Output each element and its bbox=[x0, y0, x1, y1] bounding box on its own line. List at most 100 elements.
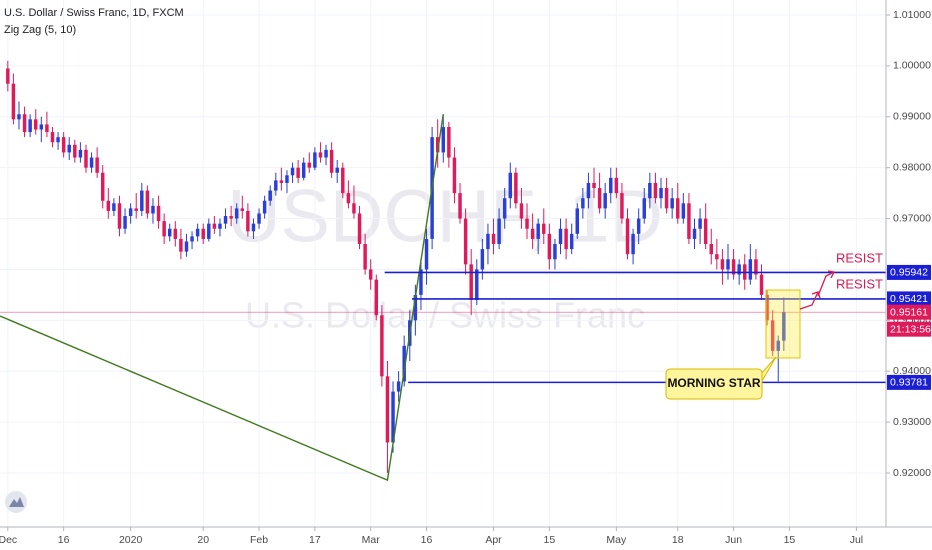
logo bbox=[5, 491, 27, 513]
candle-body bbox=[251, 223, 256, 232]
x-tick-label: Feb bbox=[250, 534, 268, 546]
arrow-resist2 bbox=[817, 270, 835, 297]
candle-body bbox=[357, 213, 362, 245]
candle-body bbox=[363, 244, 367, 270]
candle-body bbox=[642, 198, 646, 219]
candle-body bbox=[324, 149, 328, 158]
candle-body bbox=[558, 228, 563, 245]
y-tick-label: 0.92000 bbox=[893, 467, 931, 479]
arrow-resist1 bbox=[799, 291, 821, 310]
candle-body bbox=[218, 223, 222, 229]
level-label-box bbox=[887, 264, 931, 280]
candle-body bbox=[469, 264, 473, 300]
candle-body bbox=[452, 157, 457, 194]
x-tick-label: 15 bbox=[784, 534, 796, 546]
candle-body bbox=[475, 269, 479, 300]
candle-body bbox=[313, 152, 317, 168]
candle-body bbox=[17, 114, 21, 120]
candle-body bbox=[201, 228, 205, 239]
callout-box bbox=[665, 368, 763, 400]
candle-body bbox=[486, 233, 490, 250]
candle-body bbox=[50, 132, 55, 143]
x-tick-label: 17 bbox=[309, 534, 321, 546]
candle-body bbox=[28, 119, 32, 133]
candle-body bbox=[748, 259, 753, 280]
candle-body bbox=[592, 182, 596, 189]
candle-body bbox=[670, 198, 674, 209]
candle-body bbox=[335, 167, 339, 173]
level-label: 0.93781 bbox=[890, 377, 928, 389]
candle-body bbox=[274, 180, 278, 191]
candle-body bbox=[374, 279, 379, 316]
candle-body bbox=[156, 205, 161, 222]
candle-body bbox=[301, 162, 306, 178]
level-label-box bbox=[887, 374, 931, 390]
candle-body bbox=[117, 203, 122, 229]
candle-body bbox=[659, 188, 663, 199]
y-tick-label: 0.99000 bbox=[893, 111, 931, 123]
candle-body bbox=[341, 167, 345, 194]
y-tick-label: 1.00000 bbox=[893, 60, 931, 72]
candle-body bbox=[631, 233, 635, 255]
candle-body bbox=[346, 193, 351, 204]
level-label-box bbox=[887, 291, 931, 307]
annotations: MORNING STAR RESIST 2 RESIST 1 bbox=[665, 250, 894, 400]
candle-body bbox=[268, 190, 272, 201]
zigzag-line bbox=[7, 114, 444, 482]
candle-body bbox=[581, 198, 585, 209]
candle-body bbox=[770, 320, 775, 351]
candle-body bbox=[279, 180, 284, 183]
candle-body bbox=[525, 218, 529, 229]
candle-body bbox=[569, 233, 574, 250]
last-price-label: 0.95161 bbox=[890, 306, 928, 318]
candle-body bbox=[776, 340, 780, 351]
candle-body bbox=[564, 228, 568, 250]
candle-body bbox=[380, 315, 384, 377]
candle-body bbox=[676, 198, 680, 219]
countdown-label-box bbox=[887, 321, 931, 337]
candle-body bbox=[39, 124, 44, 130]
candle-body bbox=[653, 182, 658, 199]
candle-body bbox=[553, 244, 557, 260]
x-tick-label: Apr bbox=[485, 534, 502, 546]
candle-body bbox=[435, 137, 440, 153]
candle-body bbox=[140, 190, 144, 211]
candle-body bbox=[61, 137, 66, 153]
watermark-group: USDCHF, 1D U.S. Dollar / Swiss Franc bbox=[227, 175, 663, 336]
candle-body bbox=[759, 274, 764, 295]
watermark-subtitle: U.S. Dollar / Swiss Franc bbox=[245, 295, 645, 336]
candle-body bbox=[698, 218, 702, 229]
candle-body bbox=[575, 208, 579, 234]
candle-body bbox=[636, 218, 641, 234]
candle-body bbox=[128, 208, 133, 217]
x-tick-label: 15 bbox=[544, 534, 556, 546]
candle-body bbox=[84, 149, 88, 168]
candle-body bbox=[173, 228, 178, 239]
candle-body bbox=[508, 172, 513, 199]
candle-body bbox=[33, 119, 38, 130]
candle-body bbox=[385, 376, 390, 443]
candle-body bbox=[352, 203, 356, 214]
countdown-label: 21:13:56 bbox=[890, 323, 931, 335]
candle-body bbox=[6, 68, 10, 84]
pattern-highlight bbox=[765, 289, 801, 359]
candle-body bbox=[184, 241, 189, 252]
zigzag-extension bbox=[0, 315, 9, 320]
candle-body bbox=[179, 238, 183, 252]
y-tick-label: 0.97000 bbox=[893, 212, 931, 224]
candle-body bbox=[424, 238, 429, 270]
candle-body bbox=[502, 198, 507, 219]
y-tick-label: 1.01000 bbox=[893, 9, 931, 21]
candle-body bbox=[329, 149, 334, 173]
candle-body bbox=[648, 182, 652, 199]
candle-body bbox=[447, 126, 451, 158]
y-tick-label: 0.94000 bbox=[893, 365, 931, 377]
x-tick-label: 2020 bbox=[119, 534, 143, 546]
logo-mark bbox=[9, 497, 24, 507]
candle-body bbox=[458, 193, 462, 219]
candle-body bbox=[709, 244, 713, 255]
candle-body bbox=[145, 190, 150, 214]
candle-body bbox=[536, 223, 540, 239]
x-tick-label: Jun bbox=[725, 534, 742, 546]
